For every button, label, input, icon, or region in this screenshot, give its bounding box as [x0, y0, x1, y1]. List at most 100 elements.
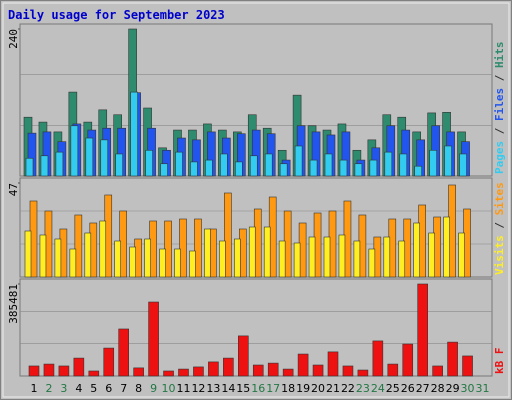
- bar: [43, 363, 55, 377]
- bar: [309, 159, 318, 177]
- x-tick-label: 8: [135, 382, 142, 395]
- x-tick-label: 3: [60, 382, 67, 395]
- bar: [278, 240, 286, 278]
- panel: [19, 278, 493, 377]
- bar: [428, 232, 435, 278]
- bar: [69, 248, 77, 278]
- bar: [208, 361, 219, 377]
- bar: [190, 161, 198, 177]
- bar: [354, 163, 363, 177]
- bar: [338, 234, 346, 278]
- bar: [88, 370, 100, 377]
- bar: [264, 153, 273, 177]
- x-tick-label: 13: [206, 382, 220, 395]
- bar: [357, 369, 369, 377]
- bar: [219, 240, 226, 278]
- bar: [353, 240, 361, 278]
- bar: [342, 365, 354, 377]
- bar: [238, 335, 249, 377]
- x-tick-label: 10: [162, 382, 176, 395]
- bar: [194, 218, 202, 278]
- bar: [179, 218, 187, 278]
- bar: [402, 343, 414, 377]
- chart-title: Daily usage for September 2023: [8, 8, 225, 22]
- bar: [205, 159, 213, 177]
- x-tick-label: 6: [105, 382, 112, 395]
- bar: [399, 153, 408, 177]
- bar: [148, 301, 159, 377]
- bar: [462, 355, 473, 377]
- bar: [145, 149, 153, 177]
- y-tick-label: 385481: [7, 284, 20, 324]
- bar: [85, 137, 94, 177]
- x-tick-label: 2: [45, 382, 52, 395]
- bar: [234, 238, 241, 278]
- bar: [129, 246, 136, 278]
- legend-sep: /: [493, 68, 506, 88]
- bar: [103, 347, 115, 377]
- bar: [144, 238, 151, 278]
- legend-entry: Files: [493, 88, 506, 121]
- bar: [84, 232, 92, 278]
- x-tick-label: 29: [446, 382, 460, 395]
- bar: [193, 366, 204, 377]
- bar: [39, 234, 47, 278]
- bar: [443, 216, 450, 278]
- bar: [279, 163, 288, 177]
- bar: [100, 139, 109, 177]
- x-tick-label: 23: [356, 382, 370, 395]
- bar: [297, 353, 309, 377]
- bar: [159, 248, 166, 278]
- bar: [293, 242, 301, 278]
- bar: [235, 161, 243, 177]
- x-tick-label: 5: [90, 382, 97, 395]
- x-tick-label: 15: [236, 382, 250, 395]
- legend-sep: /: [493, 121, 506, 141]
- bar: [220, 153, 228, 177]
- bar: [263, 226, 271, 278]
- bar: [308, 236, 316, 278]
- bar: [130, 91, 138, 177]
- bar: [323, 236, 331, 278]
- bar: [115, 153, 123, 177]
- bar: [267, 362, 279, 377]
- bar: [40, 155, 49, 177]
- bar: [458, 232, 465, 278]
- y-tick-label: 240: [7, 29, 20, 49]
- legend: Visits / Sites: [493, 182, 506, 275]
- bar: [459, 153, 467, 177]
- bar: [447, 341, 458, 377]
- bar: [444, 145, 452, 177]
- x-tick-label: 14: [221, 382, 235, 395]
- x-tick-label: 27: [416, 382, 430, 395]
- bar: [368, 248, 376, 278]
- bar: [163, 370, 174, 377]
- x-tick-label: 4: [75, 382, 82, 395]
- x-tick-label: 28: [431, 382, 445, 395]
- bar: [54, 238, 62, 278]
- x-tick-label: 25: [386, 382, 400, 395]
- x-tick-label: 21: [326, 382, 340, 395]
- legend: Pages / Files / Hits: [493, 42, 506, 175]
- legend-sep: /: [493, 215, 506, 235]
- x-tick-label: 20: [311, 382, 325, 395]
- bar: [114, 240, 121, 278]
- bar: [74, 214, 83, 278]
- bar: [417, 283, 429, 377]
- bar: [282, 368, 294, 377]
- legend: kB F: [493, 348, 506, 375]
- bar: [429, 149, 437, 177]
- bar: [413, 222, 421, 278]
- bar: [178, 368, 189, 377]
- bar: [55, 151, 64, 177]
- x-tick-label: 22: [341, 382, 355, 395]
- x-tick-label: 24: [371, 382, 385, 395]
- x-tick-label: 17: [266, 382, 280, 395]
- bar: [384, 151, 393, 177]
- legend-entry: Hits: [493, 42, 506, 69]
- bar: [223, 357, 234, 377]
- bar: [175, 151, 183, 177]
- x-tick-label: 11: [177, 382, 191, 395]
